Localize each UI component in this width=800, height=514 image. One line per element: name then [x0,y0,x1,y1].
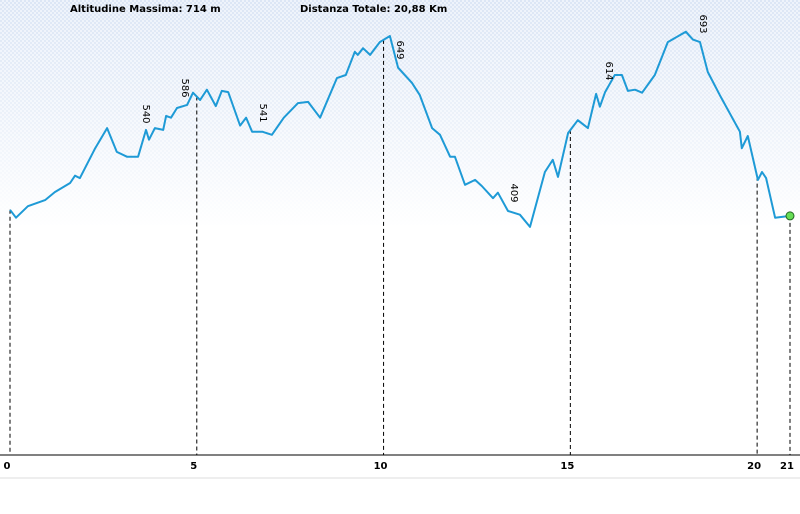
x-tick-label: 21 [780,461,794,472]
x-tick-label: 5 [190,461,197,472]
elevation-label: 540 [140,104,151,123]
elevation-label: 409 [508,183,519,202]
elevation-line [9,30,791,228]
total-distance: Distanza Totale: 20,88 Km [300,4,447,15]
elevation-label: 541 [257,103,268,122]
background-fade [0,0,800,230]
x-tick-label: 0 [4,461,11,472]
x-tick-label: 20 [747,461,761,472]
elevation-label: 649 [394,40,405,59]
background-lower [0,225,800,455]
end-marker [785,211,795,221]
elevation-label: 586 [179,78,190,97]
elevation-label: 693 [697,14,708,33]
max-altitude: Altitudine Massima: 714 m [70,4,221,15]
x-tick-label: 15 [560,461,574,472]
x-tick-label: 10 [374,461,388,472]
elevation-label: 614 [603,61,614,80]
